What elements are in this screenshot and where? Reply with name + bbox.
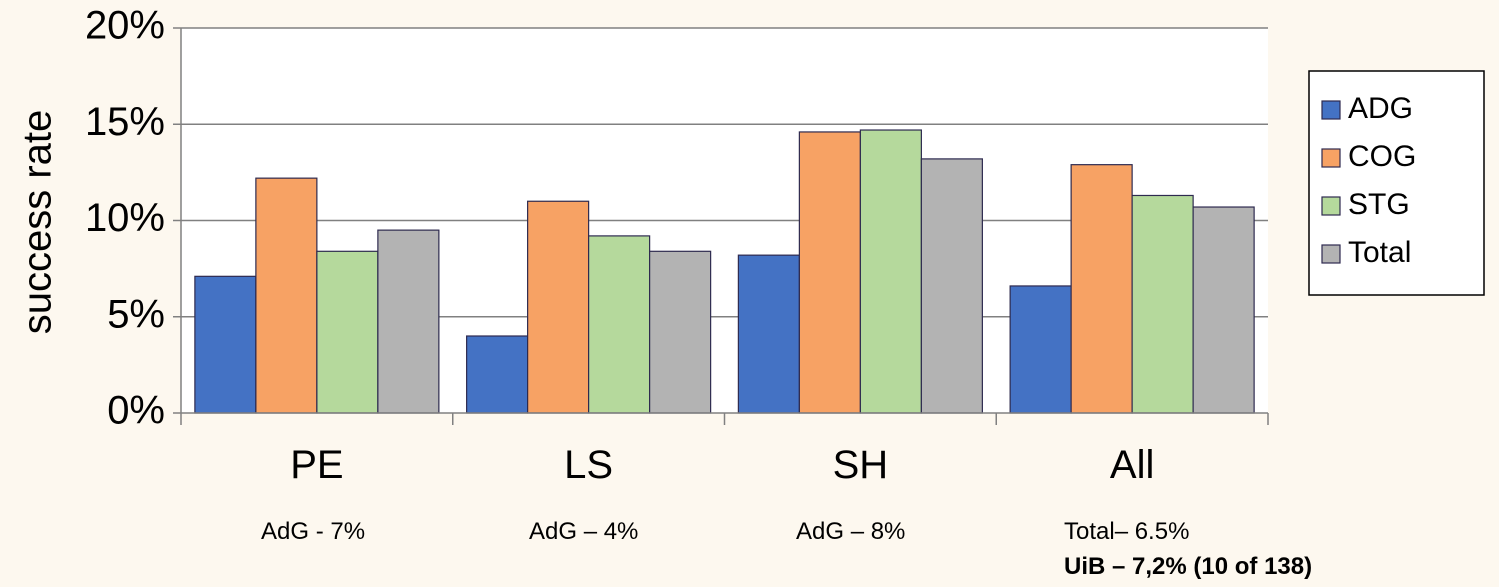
y-tick-label: 15%	[85, 100, 165, 144]
legend-swatch-stg	[1321, 196, 1341, 216]
note-uib: UiB – 7,2% (10 of 138)	[1064, 553, 1313, 580]
bar-cog-ls	[527, 200, 590, 414]
x-tick-labels: PE LS SH All	[180, 413, 1269, 487]
y-axis-label: success rate	[16, 110, 60, 335]
bar-total-ls	[649, 250, 712, 414]
bars	[194, 129, 1255, 414]
bar-stg-pe	[316, 250, 379, 414]
note-pe: AdG - 7%	[261, 518, 366, 545]
bar-stg-sh	[859, 129, 922, 414]
bar-cog-sh	[798, 131, 861, 414]
bar-stg-ls	[588, 235, 651, 414]
bar-adg-sh	[737, 254, 800, 414]
legend: ADG COG STG Total	[1308, 70, 1485, 296]
bar-total-all	[1192, 206, 1255, 414]
bar-adg-pe	[194, 275, 257, 414]
legend-label-stg: STG	[1348, 188, 1410, 221]
legend-label-adg: ADG	[1348, 92, 1413, 125]
legend-swatch-adg	[1321, 100, 1341, 120]
x-tick-label: All	[1110, 443, 1154, 487]
y-tick-label: 5%	[107, 292, 165, 336]
bar-cog-pe	[255, 177, 318, 414]
bar-cog-all	[1070, 164, 1133, 414]
legend-label-cog: COG	[1348, 140, 1416, 173]
bar-adg-all	[1009, 285, 1072, 414]
note-ls: AdG – 4%	[529, 518, 639, 545]
note-all: Total– 6.5%	[1064, 518, 1190, 545]
bar-stg-all	[1131, 194, 1194, 414]
bar-total-pe	[377, 229, 440, 414]
note-sh: AdG – 8%	[796, 518, 906, 545]
y-tick-labels: 0% 5% 10% 15% 20%	[85, 4, 181, 433]
x-tick-label: PE	[290, 443, 343, 487]
legend-swatch-total	[1321, 244, 1341, 264]
x-tick-label: SH	[833, 443, 889, 487]
x-tick-label: LS	[564, 443, 613, 487]
bar-adg-ls	[466, 335, 529, 414]
y-tick-label: 0%	[107, 389, 165, 433]
legend-swatch-cog	[1321, 148, 1341, 168]
y-tick-label: 10%	[85, 196, 165, 240]
bar-total-sh	[920, 158, 983, 414]
y-tick-label: 20%	[85, 4, 165, 48]
legend-label-total: Total	[1348, 236, 1411, 269]
